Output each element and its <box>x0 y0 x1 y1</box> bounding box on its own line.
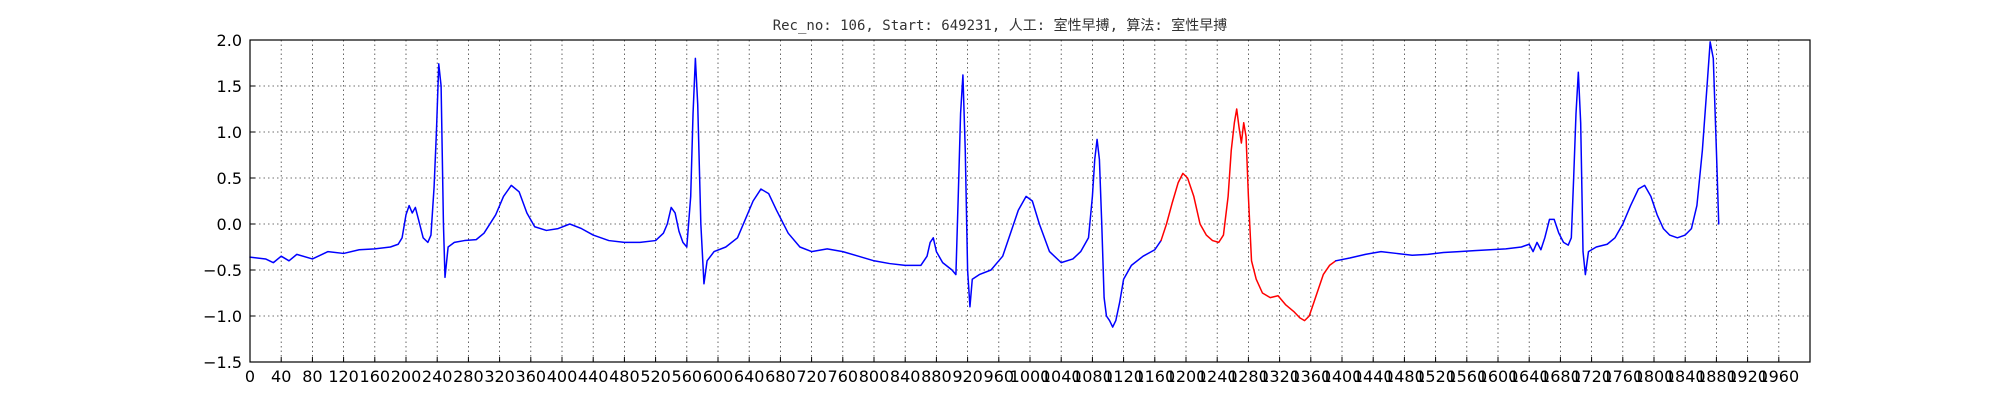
x-tick-label: 480 <box>609 367 640 386</box>
grid <box>249 39 1810 363</box>
x-tick-label: 1360 <box>1290 367 1331 386</box>
x-tick-label: 1320 <box>1259 367 1300 386</box>
ecg-series <box>249 41 1720 328</box>
x-tick-label: 1160 <box>1134 367 1175 386</box>
chart-title: Rec_no: 106, Start: 649231, 人工: 室性早搏, 算法… <box>773 17 1228 34</box>
y-tick-label: 0.0 <box>217 215 242 234</box>
x-tick-label: 1640 <box>1509 367 1550 386</box>
y-tick-label: −1.0 <box>203 307 242 326</box>
x-tick-label: 80 <box>302 367 322 386</box>
x-tick-label: 640 <box>734 367 765 386</box>
x-tick-label: 680 <box>765 367 796 386</box>
x-tick-label: 1600 <box>1478 367 1519 386</box>
x-tick-label: 760 <box>828 367 859 386</box>
x-axis: 0 40 80 120 160 200 240 280 320 360 400 440 480 520 56… <box>245 357 1799 386</box>
x-tick-label: 1280 <box>1228 367 1269 386</box>
x-tick-label: 1240 <box>1197 367 1238 386</box>
x-tick-label: 320 <box>484 367 515 386</box>
x-tick-label: 1920 <box>1727 367 1768 386</box>
y-tick-label: 1.0 <box>217 123 242 142</box>
x-tick-label: 1880 <box>1696 367 1737 386</box>
x-tick-label: 1040 <box>1041 367 1082 386</box>
x-tick-label: 600 <box>703 367 734 386</box>
x-tick-label: 560 <box>672 367 703 386</box>
x-tick-label: 240 <box>422 367 453 386</box>
x-tick-label: 1720 <box>1571 367 1612 386</box>
y-tick-label: 1.5 <box>217 77 242 96</box>
x-tick-label: 1960 <box>1758 367 1799 386</box>
x-tick-label: 880 <box>921 367 952 386</box>
x-tick-label: 1480 <box>1384 367 1425 386</box>
x-tick-label: 400 <box>547 367 578 386</box>
x-tick-label: 1000 <box>1010 367 1051 386</box>
series-line-2 <box>1160 108 1337 322</box>
x-tick-label: 1120 <box>1103 367 1144 386</box>
series-line-3 <box>1335 41 1720 276</box>
x-tick-label: 440 <box>578 367 609 386</box>
x-tick-label: 1560 <box>1446 367 1487 386</box>
x-tick-label: 1840 <box>1665 367 1706 386</box>
x-tick-label: 1080 <box>1072 367 1113 386</box>
x-tick-label: 160 <box>360 367 391 386</box>
x-tick-label: 1800 <box>1634 367 1675 386</box>
y-tick-label: 0.5 <box>217 169 242 188</box>
x-tick-label: 1440 <box>1353 367 1394 386</box>
series-line-1 <box>249 57 1162 328</box>
x-tick-label: 960 <box>984 367 1015 386</box>
y-axis: −1.5 −1.0 −0.5 0.0 0.5 1.0 1.5 2.0 <box>203 31 255 372</box>
x-tick-label: 920 <box>952 367 983 386</box>
x-tick-label: 520 <box>640 367 671 386</box>
x-tick-label: 280 <box>453 367 484 386</box>
y-tick-label: −1.5 <box>203 353 242 372</box>
x-tick-label: 800 <box>859 367 890 386</box>
x-tick-label: 120 <box>328 367 359 386</box>
x-tick-label: 360 <box>516 367 547 386</box>
y-tick-label: 2.0 <box>217 31 242 50</box>
plot-frame <box>249 39 1811 363</box>
x-tick-label: 1520 <box>1415 367 1456 386</box>
x-tick-label: 0 <box>245 367 255 386</box>
x-tick-label: 1680 <box>1540 367 1581 386</box>
x-tick-label: 1400 <box>1322 367 1363 386</box>
x-tick-label: 200 <box>391 367 422 386</box>
x-tick-label: 40 <box>271 367 291 386</box>
x-tick-label: 720 <box>796 367 827 386</box>
y-tick-label: −0.5 <box>203 261 242 280</box>
x-tick-label: 1200 <box>1166 367 1207 386</box>
x-tick-label: 1760 <box>1602 367 1643 386</box>
x-tick-label: 840 <box>890 367 921 386</box>
